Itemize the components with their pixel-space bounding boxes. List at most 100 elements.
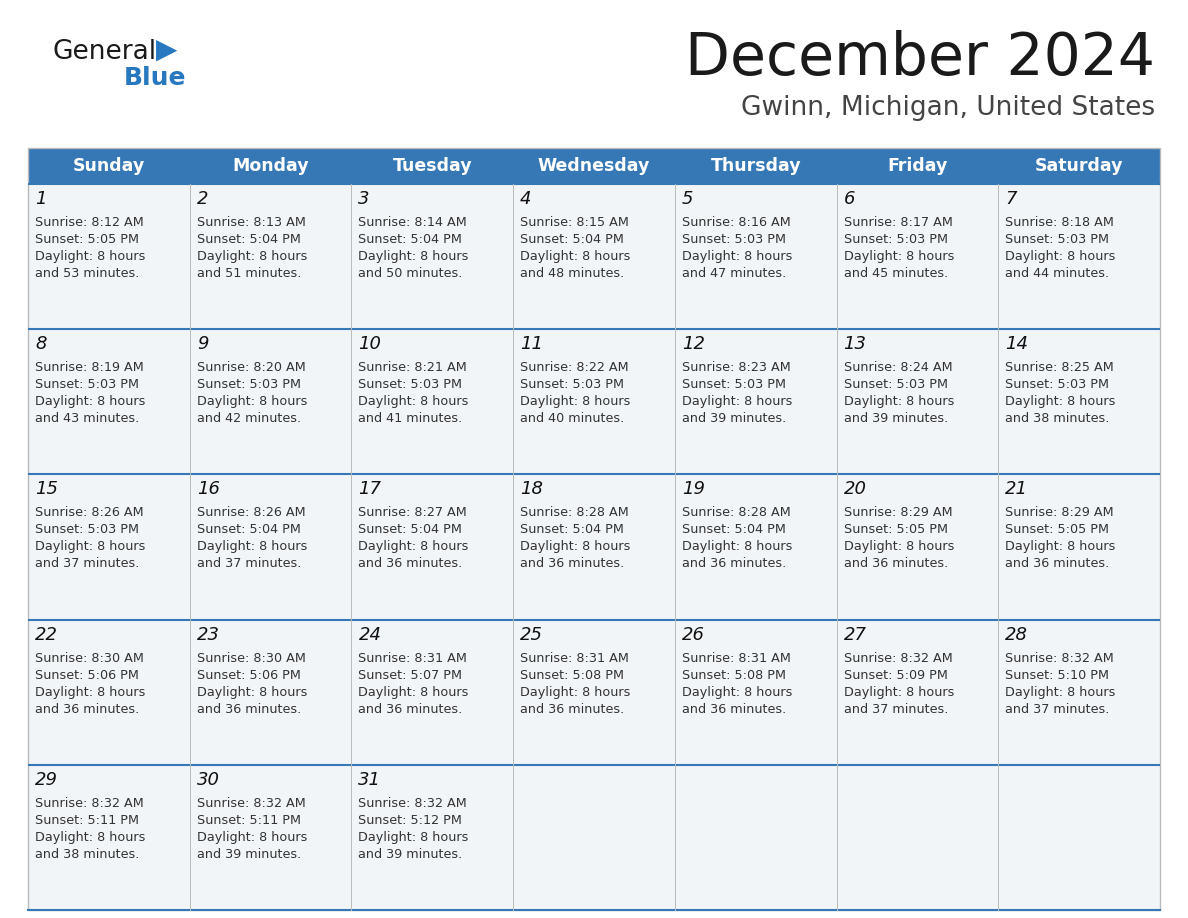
Text: 8: 8	[34, 335, 46, 353]
Text: Sunset: 5:03 PM: Sunset: 5:03 PM	[843, 233, 948, 246]
Bar	[29, 148, 1159, 910]
Text: Sunset: 5:07 PM: Sunset: 5:07 PM	[359, 668, 462, 681]
Text: Sunrise: 8:30 AM: Sunrise: 8:30 AM	[197, 652, 305, 665]
Bar	[29, 620, 1159, 765]
Text: 25: 25	[520, 625, 543, 644]
Text: Sunrise: 8:26 AM: Sunrise: 8:26 AM	[197, 507, 305, 520]
Text: 28: 28	[1005, 625, 1029, 644]
Text: ▶: ▶	[156, 36, 177, 64]
Text: and 36 minutes.: and 36 minutes.	[520, 557, 625, 570]
Text: Sunset: 5:04 PM: Sunset: 5:04 PM	[197, 523, 301, 536]
Text: Wednesday: Wednesday	[538, 157, 650, 175]
Text: General: General	[52, 39, 156, 65]
Text: 19: 19	[682, 480, 704, 498]
Bar	[29, 330, 1159, 475]
Text: Sunrise: 8:26 AM: Sunrise: 8:26 AM	[34, 507, 144, 520]
Text: and 50 minutes.: and 50 minutes.	[359, 267, 463, 280]
Text: Sunset: 5:05 PM: Sunset: 5:05 PM	[843, 523, 948, 536]
Text: Sunrise: 8:22 AM: Sunrise: 8:22 AM	[520, 361, 628, 375]
Text: Daylight: 8 hours: Daylight: 8 hours	[34, 831, 145, 844]
Text: 13: 13	[843, 335, 866, 353]
Text: Sunset: 5:03 PM: Sunset: 5:03 PM	[682, 378, 785, 391]
Text: Sunset: 5:04 PM: Sunset: 5:04 PM	[520, 523, 624, 536]
Text: and 36 minutes.: and 36 minutes.	[682, 557, 786, 570]
Text: Daylight: 8 hours: Daylight: 8 hours	[843, 396, 954, 409]
Text: 11: 11	[520, 335, 543, 353]
Text: and 37 minutes.: and 37 minutes.	[197, 557, 301, 570]
Text: 1: 1	[34, 190, 46, 208]
Text: Sunset: 5:04 PM: Sunset: 5:04 PM	[682, 523, 785, 536]
Text: Sunset: 5:04 PM: Sunset: 5:04 PM	[197, 233, 301, 246]
Text: December 2024: December 2024	[685, 29, 1155, 86]
Text: and 53 minutes.: and 53 minutes.	[34, 267, 139, 280]
Text: and 36 minutes.: and 36 minutes.	[34, 702, 139, 716]
Text: and 39 minutes.: and 39 minutes.	[843, 412, 948, 425]
Text: and 39 minutes.: and 39 minutes.	[682, 412, 786, 425]
Text: 31: 31	[359, 771, 381, 789]
Text: 6: 6	[843, 190, 855, 208]
Text: Sunset: 5:06 PM: Sunset: 5:06 PM	[197, 668, 301, 681]
Bar	[29, 475, 1159, 620]
Text: 7: 7	[1005, 190, 1017, 208]
Text: Sunset: 5:04 PM: Sunset: 5:04 PM	[520, 233, 624, 246]
Text: 14: 14	[1005, 335, 1029, 353]
Text: Daylight: 8 hours: Daylight: 8 hours	[197, 541, 307, 554]
Text: 22: 22	[34, 625, 58, 644]
Text: Sunrise: 8:31 AM: Sunrise: 8:31 AM	[520, 652, 628, 665]
Text: Daylight: 8 hours: Daylight: 8 hours	[520, 250, 631, 263]
Text: Sunset: 5:11 PM: Sunset: 5:11 PM	[197, 813, 301, 827]
Text: Daylight: 8 hours: Daylight: 8 hours	[682, 396, 792, 409]
Text: Sunset: 5:09 PM: Sunset: 5:09 PM	[843, 668, 948, 681]
Text: Sunrise: 8:32 AM: Sunrise: 8:32 AM	[843, 652, 953, 665]
Text: Sunset: 5:03 PM: Sunset: 5:03 PM	[520, 378, 624, 391]
Text: Sunset: 5:03 PM: Sunset: 5:03 PM	[359, 378, 462, 391]
Text: 30: 30	[197, 771, 220, 789]
Text: Daylight: 8 hours: Daylight: 8 hours	[359, 396, 469, 409]
Text: Sunset: 5:03 PM: Sunset: 5:03 PM	[34, 523, 139, 536]
Text: Sunrise: 8:32 AM: Sunrise: 8:32 AM	[1005, 652, 1114, 665]
Bar	[29, 184, 1159, 330]
Text: Sunrise: 8:20 AM: Sunrise: 8:20 AM	[197, 361, 305, 375]
Text: Sunset: 5:05 PM: Sunset: 5:05 PM	[1005, 523, 1110, 536]
Text: Daylight: 8 hours: Daylight: 8 hours	[520, 396, 631, 409]
Text: Daylight: 8 hours: Daylight: 8 hours	[1005, 686, 1116, 699]
Bar	[29, 765, 1159, 910]
Text: 29: 29	[34, 771, 58, 789]
Text: Daylight: 8 hours: Daylight: 8 hours	[1005, 396, 1116, 409]
Text: 5: 5	[682, 190, 694, 208]
Text: and 38 minutes.: and 38 minutes.	[34, 848, 139, 861]
Text: Sunset: 5:03 PM: Sunset: 5:03 PM	[197, 378, 301, 391]
Text: Sunset: 5:03 PM: Sunset: 5:03 PM	[34, 378, 139, 391]
Text: Daylight: 8 hours: Daylight: 8 hours	[359, 686, 469, 699]
Text: Saturday: Saturday	[1035, 157, 1124, 175]
Text: Sunrise: 8:29 AM: Sunrise: 8:29 AM	[1005, 507, 1114, 520]
Text: 2: 2	[197, 190, 208, 208]
Text: and 36 minutes.: and 36 minutes.	[359, 702, 462, 716]
Text: Sunrise: 8:19 AM: Sunrise: 8:19 AM	[34, 361, 144, 375]
Text: and 51 minutes.: and 51 minutes.	[197, 267, 301, 280]
Text: Daylight: 8 hours: Daylight: 8 hours	[359, 250, 469, 263]
Text: Daylight: 8 hours: Daylight: 8 hours	[359, 831, 469, 844]
Text: and 36 minutes.: and 36 minutes.	[359, 557, 462, 570]
Text: Sunrise: 8:24 AM: Sunrise: 8:24 AM	[843, 361, 953, 375]
Text: and 47 minutes.: and 47 minutes.	[682, 267, 786, 280]
Text: Sunset: 5:10 PM: Sunset: 5:10 PM	[1005, 668, 1110, 681]
Text: 21: 21	[1005, 480, 1029, 498]
Text: Sunrise: 8:16 AM: Sunrise: 8:16 AM	[682, 216, 790, 229]
Text: and 39 minutes.: and 39 minutes.	[197, 848, 301, 861]
Text: 12: 12	[682, 335, 704, 353]
Text: and 40 minutes.: and 40 minutes.	[520, 412, 625, 425]
Text: 15: 15	[34, 480, 58, 498]
Text: Sunrise: 8:12 AM: Sunrise: 8:12 AM	[34, 216, 144, 229]
Text: 24: 24	[359, 625, 381, 644]
Text: Sunday: Sunday	[72, 157, 145, 175]
Text: Sunrise: 8:31 AM: Sunrise: 8:31 AM	[682, 652, 791, 665]
Text: and 44 minutes.: and 44 minutes.	[1005, 267, 1110, 280]
Text: 23: 23	[197, 625, 220, 644]
Text: and 48 minutes.: and 48 minutes.	[520, 267, 625, 280]
Text: Sunrise: 8:14 AM: Sunrise: 8:14 AM	[359, 216, 467, 229]
Text: and 36 minutes.: and 36 minutes.	[197, 702, 301, 716]
Text: 20: 20	[843, 480, 866, 498]
Text: Daylight: 8 hours: Daylight: 8 hours	[682, 686, 792, 699]
Text: Sunrise: 8:32 AM: Sunrise: 8:32 AM	[359, 797, 467, 810]
